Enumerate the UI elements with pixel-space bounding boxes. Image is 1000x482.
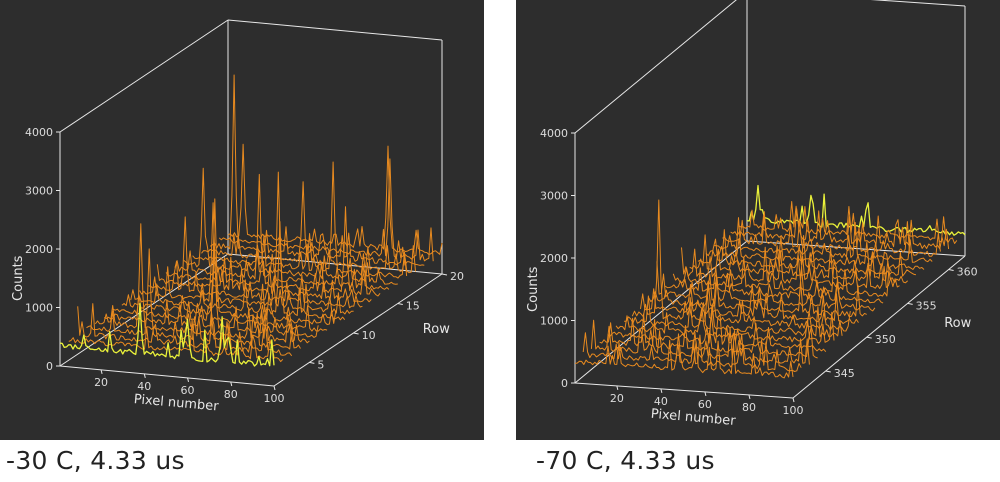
caption-left: -30 C, 4.33 us: [6, 446, 185, 475]
spectrum-row-358: [714, 217, 933, 263]
y-axis-label: Counts: [11, 255, 26, 301]
spectrum-row-2: [68, 319, 284, 363]
row-axis-label: Row: [944, 316, 971, 331]
row-tick-mark: [948, 269, 954, 272]
spectrum-row-355: [689, 234, 909, 284]
x-tick-label: 100: [783, 404, 804, 417]
x-tick-label: 20: [610, 392, 624, 405]
row-tick-mark: [397, 302, 403, 305]
spectrum-row-345: [607, 312, 827, 353]
row-tick-label: 345: [834, 367, 855, 380]
waterfall-panel-right: 0 1000 2000 3000 4000 20 40 60 80 100 345 350 355 360…: [516, 0, 1000, 440]
row-tick-label: 355: [916, 299, 937, 312]
x-tick-mark: [100, 369, 103, 374]
waterfall-chart-left: 0 1000 2000 3000 4000 20 40 60 80 100 5 10 15 20 Pixel…: [11, 19, 464, 415]
x-tick-mark: [616, 385, 619, 391]
row-tick-label: 10: [362, 329, 376, 342]
caption-right: -70 C, 4.33 us: [536, 446, 715, 475]
row-tick-mark: [907, 302, 913, 305]
spectrum-row-353: [672, 256, 892, 297]
axis-frame: [574, 0, 966, 399]
spectrum-row-354: [681, 246, 900, 289]
spectrum-row-344: [599, 313, 818, 359]
row-tick-mark: [441, 273, 448, 276]
spectrum-row-10: [139, 202, 354, 315]
y-tick-label: 2000: [25, 243, 53, 256]
x-tick-mark: [792, 397, 795, 403]
x-tick-mark: [748, 394, 751, 400]
row-tick-mark: [825, 370, 831, 373]
row-tick-mark: [309, 361, 315, 364]
spectrum-row-4: [86, 248, 301, 350]
spectrum-row-343: [590, 319, 810, 365]
row-tick-mark: [866, 336, 872, 339]
spectrum-row-6: [103, 246, 319, 338]
x-tick-label: 60: [181, 384, 195, 397]
row-tick-label: 15: [406, 299, 420, 312]
y-tick-label: 1000: [540, 315, 568, 328]
x-tick-mark: [230, 381, 233, 387]
row-tick-label: 5: [317, 358, 324, 371]
spectra: [574, 184, 966, 379]
row-tick-label: 350: [875, 333, 896, 346]
spectrum-row-7: [112, 294, 328, 332]
spectrum-row-359: [722, 211, 941, 257]
x-tick-label: 100: [264, 392, 285, 405]
spectrum-row-351: [656, 261, 876, 312]
spectrum-row-362: [746, 184, 966, 236]
y-tick-label: 2000: [540, 252, 568, 265]
x-tick-label: 20: [94, 376, 108, 389]
y-tick-label: 1000: [25, 302, 53, 315]
spectrum-row-13: [165, 206, 381, 297]
y-tick-label: 0: [561, 377, 568, 390]
x-tick-label: 80: [224, 388, 238, 401]
x-tick-label: 80: [742, 401, 756, 414]
x-tick-label: 60: [698, 398, 712, 411]
spectrum-row-342: [582, 332, 802, 372]
x-axis-label: Pixel number: [133, 392, 220, 414]
spectrum-row-19: [218, 158, 434, 262]
spectrum-row-16: [192, 161, 408, 279]
spectrum-row-11: [148, 216, 363, 309]
spectrum-row-352: [664, 266, 884, 304]
row-tick-mark: [353, 332, 359, 335]
spectrum-row-349: [640, 286, 859, 324]
spectrum-row-12: [156, 171, 372, 303]
spectrum-row-17: [201, 181, 416, 274]
spectrum-row-348: [631, 199, 851, 332]
y-tick-label: 3000: [25, 185, 53, 198]
spectrum-row-8: [121, 198, 337, 325]
x-tick-label: 40: [654, 395, 668, 408]
y-axis-label: Counts: [526, 266, 541, 312]
y-tick-label: 4000: [25, 126, 53, 139]
x-tick-mark: [704, 391, 707, 397]
x-tick-mark: [273, 385, 276, 391]
x-tick-label: 40: [137, 380, 151, 393]
spectrum-row-1: [59, 302, 275, 367]
y-tick-label: 4000: [540, 127, 568, 140]
waterfall-chart-right: 0 1000 2000 3000 4000 20 40 60 80 100 345 350 355 360…: [526, 0, 978, 429]
spectrum-row-361: [738, 201, 958, 244]
spectrum-row-5: [94, 223, 310, 344]
row-tick-label: 20: [450, 270, 464, 283]
row-tick-label: 360: [957, 266, 978, 279]
waterfall-panel-left: 0 1000 2000 3000 4000 20 40 60 80 100 5 10 15 20 Pixel…: [0, 0, 484, 440]
x-axis-label: Pixel number: [650, 407, 737, 429]
x-tick-mark: [187, 377, 190, 383]
row-axis-label: Row: [423, 322, 450, 337]
spectrum-row-360: [730, 208, 950, 250]
x-tick-mark: [660, 388, 663, 394]
spectra: [59, 74, 443, 367]
y-tick-label: 3000: [540, 190, 568, 203]
x-tick-mark: [143, 373, 146, 379]
y-tick-label: 0: [46, 360, 53, 373]
spectrum-row-341: [574, 333, 794, 379]
